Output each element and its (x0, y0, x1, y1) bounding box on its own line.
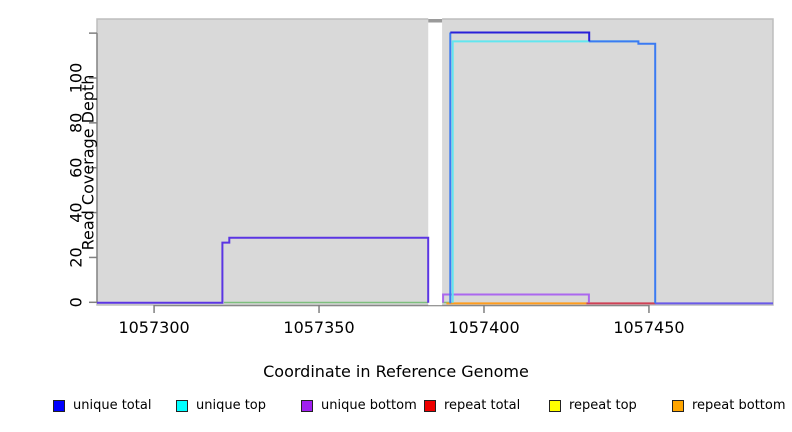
legend-label: unique bottom (321, 398, 417, 413)
legend-swatch-unique-total (53, 399, 65, 412)
y-tick-label-5: 100 (67, 63, 86, 94)
series-line-unique-bottom-low-line (442, 293, 590, 303)
y-tick-label-2: 40 (67, 202, 86, 222)
legend-swatch-unique-top (176, 399, 188, 412)
legend-item-unique-bottom: unique bottom (301, 398, 417, 413)
legend-item-unique-top: unique top (176, 398, 266, 413)
x-tick-label-0: 1057300 (118, 318, 189, 337)
legend-label: repeat total (444, 398, 521, 413)
series-line-unique-total-top-plateau (450, 31, 591, 42)
x-tick-label-2: 1057400 (448, 318, 519, 337)
y-tick-label-3: 60 (67, 158, 86, 178)
legend-swatch-repeat-top (549, 399, 561, 412)
legend-item-repeat-top: repeat top (549, 398, 637, 413)
legend-label: unique total (73, 398, 152, 413)
legend-swatch-repeat-bottom (672, 399, 684, 412)
legend-label: unique top (196, 398, 267, 413)
y-tick-label-0: 0 (67, 297, 86, 307)
y-tick-label-4: 80 (67, 113, 86, 133)
masked-region-cap (428, 19, 443, 23)
y-tick-label-1: 20 (67, 247, 86, 267)
masked-region-band (428, 18, 443, 306)
x-tick-label-3: 1057450 (613, 318, 684, 337)
series-line-unique-left-baseline-plateau (97, 236, 430, 304)
legend-swatch-unique-bottom (301, 399, 313, 412)
legend-item-unique-total: unique total (53, 398, 151, 413)
series-line-unique-top-line (451, 40, 639, 303)
x-axis-title: Coordinate in Reference Genome (263, 362, 529, 381)
legend-label: repeat top (569, 398, 637, 413)
y-axis-title: Read Coverage Depth (78, 74, 98, 251)
legend-item-repeat-bottom: repeat bottom (672, 398, 786, 413)
legend-swatch-repeat-total (424, 399, 436, 412)
series-line-unique-total-tail (589, 40, 657, 304)
legend-label: repeat bottom (692, 398, 786, 413)
legend: unique total unique top unique bottom repea… (0, 398, 792, 422)
legend-item-repeat-total: repeat total (424, 398, 520, 413)
x-tick-label-1: 1057350 (283, 318, 354, 337)
